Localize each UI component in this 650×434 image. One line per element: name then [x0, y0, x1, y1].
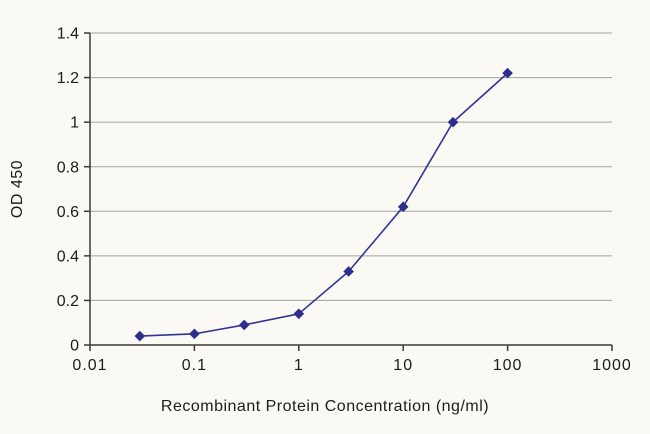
- data-point-marker: [189, 328, 200, 340]
- y-axis-title: OD 450: [9, 159, 26, 219]
- series-line: [139, 72, 509, 337]
- y-tick-label: 0.2: [57, 293, 79, 310]
- y-tick-label: 1.2: [57, 70, 79, 87]
- x-tick-label: 0.01: [72, 357, 107, 374]
- x-tick-label: 100: [493, 357, 523, 374]
- x-axis-title: Recombinant Protein Concentration (ng/ml…: [160, 398, 490, 415]
- y-tick-label: 0.8: [57, 159, 79, 176]
- y-tick-label: 1.4: [57, 26, 79, 43]
- y-tick-label: 0: [70, 338, 79, 355]
- data-point-marker: [447, 116, 459, 128]
- data-point-marker: [293, 308, 305, 320]
- x-tick-label: 10: [393, 357, 413, 374]
- y-tick-label: 1: [70, 115, 79, 132]
- x-tick-label: 1: [294, 357, 304, 374]
- data-point-marker: [502, 67, 513, 79]
- data-point-marker: [238, 319, 250, 331]
- data-point-marker: [134, 330, 146, 342]
- x-tick-label: 1000: [592, 357, 632, 374]
- data-point-marker: [343, 266, 354, 277]
- y-tick-label: 0.6: [57, 204, 79, 221]
- data-point-marker: [397, 201, 409, 213]
- x-tick-label: 0.1: [182, 357, 207, 374]
- y-tick-label: 0.4: [57, 248, 79, 265]
